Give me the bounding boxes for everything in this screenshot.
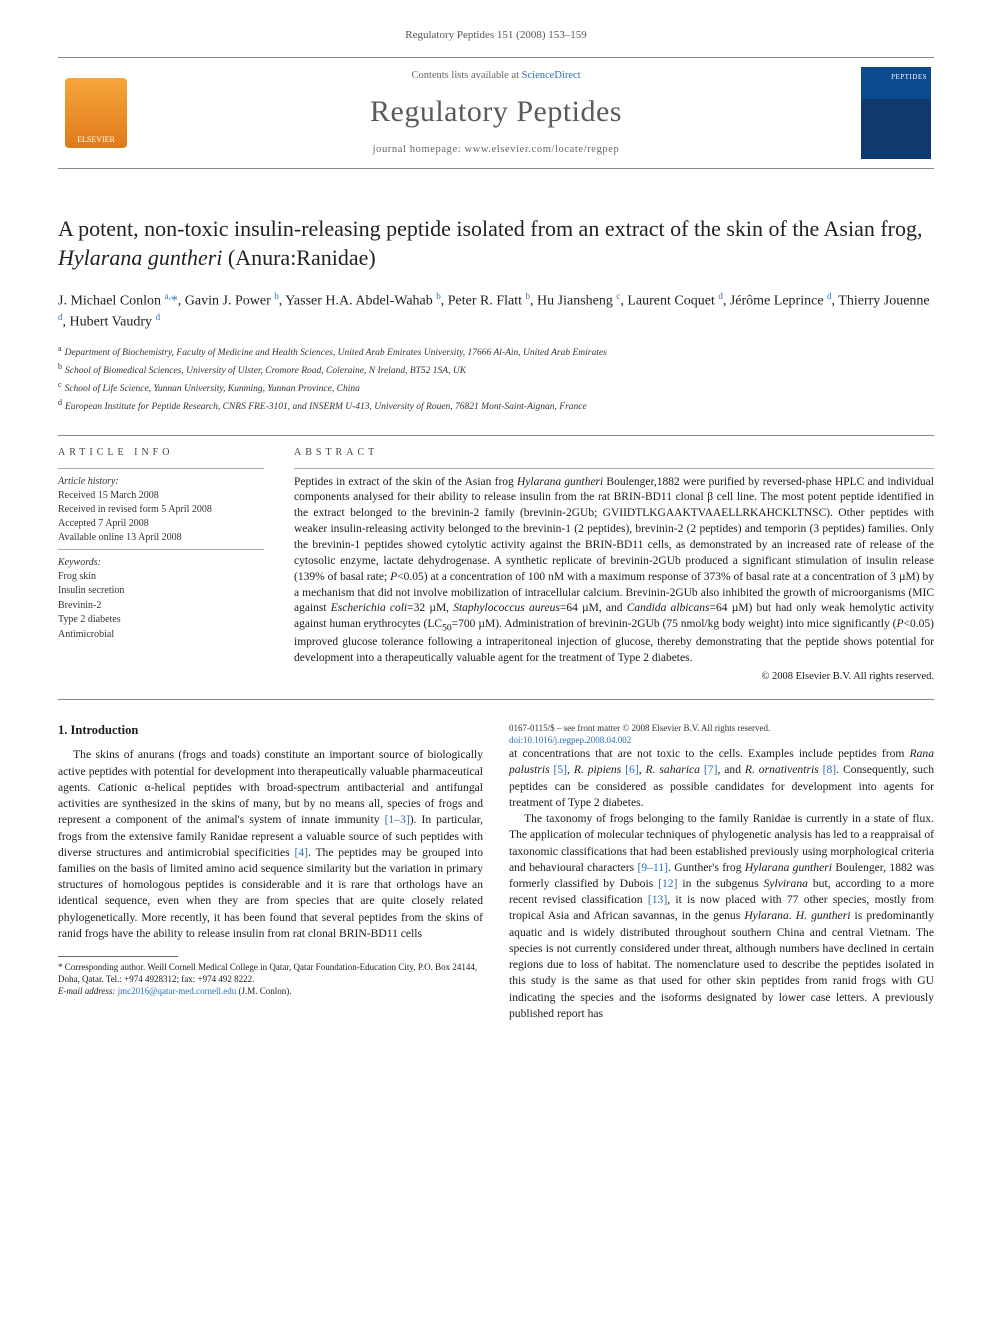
journal-cover-thumb	[858, 68, 934, 158]
front-matter-line: 0167-0115/$ – see front matter © 2008 El…	[509, 722, 934, 734]
abstract-copyright: © 2008 Elsevier B.V. All rights reserved…	[294, 670, 934, 684]
article-title: A potent, non-toxic insulin-releasing pe…	[58, 215, 934, 271]
publisher-logo: ELSEVIER	[58, 68, 134, 158]
journal-homepage: journal homepage: www.elsevier.com/locat…	[134, 143, 858, 158]
history-label: Article history:	[58, 475, 264, 489]
keyword: Antimicrobial	[58, 628, 264, 643]
history-received: Received 15 March 2008	[58, 489, 264, 503]
affiliation-d: dEuropean Institute for Peptide Research…	[58, 397, 934, 415]
history-online: Available online 13 April 2008	[58, 531, 264, 545]
cover-image-icon	[861, 67, 931, 159]
abstract-column: ABSTRACT Peptides in extract of the skin…	[294, 446, 934, 685]
corresponding-author-footnote: * Corresponding author. Weill Cornell Me…	[58, 961, 483, 985]
journal-masthead: ELSEVIER Contents lists available at Sci…	[58, 57, 934, 169]
divider	[58, 435, 934, 436]
affiliation-b: bSchool of Biomedical Sciences, Universi…	[58, 361, 934, 379]
sciencedirect-link[interactable]: ScienceDirect	[522, 70, 581, 81]
abstract-heading: ABSTRACT	[294, 446, 934, 460]
journal-title: Regulatory Peptides	[134, 91, 858, 133]
article-info-heading: ARTICLE INFO	[58, 446, 264, 460]
contents-available-line: Contents lists available at ScienceDirec…	[134, 69, 858, 84]
elsevier-tree-icon: ELSEVIER	[65, 78, 127, 148]
article-body: 1. Introduction The skins of anurans (fr…	[58, 722, 934, 1022]
article-info-column: ARTICLE INFO Article history: Received 1…	[58, 446, 264, 685]
footnote-rule	[58, 956, 178, 957]
affiliation-c: cSchool of Life Science, Yunnan Universi…	[58, 379, 934, 397]
doi-line: doi:10.1016/j.regpep.2008.04.002	[509, 734, 934, 746]
body-paragraph: The skins of anurans (frogs and toads) c…	[58, 747, 483, 942]
keywords-label: Keywords:	[58, 556, 264, 570]
history-accepted: Accepted 7 April 2008	[58, 517, 264, 531]
running-head: Regulatory Peptides 151 (2008) 153–159	[58, 28, 934, 43]
keyword: Frog skin	[58, 570, 264, 585]
affiliation-a: aDepartment of Biochemistry, Faculty of …	[58, 343, 934, 361]
keyword: Insulin secretion	[58, 584, 264, 599]
divider	[58, 699, 934, 700]
keyword: Brevinin-2	[58, 599, 264, 614]
body-paragraph: at concentrations that are not toxic to …	[509, 746, 934, 811]
email-owner: (J.M. Conlon).	[239, 986, 292, 996]
contents-prefix: Contents lists available at	[411, 70, 521, 81]
email-link[interactable]: jmc2016@qatar-med.cornell.edu	[118, 986, 237, 996]
email-footnote: E-mail address: jmc2016@qatar-med.cornel…	[58, 985, 483, 997]
email-label: E-mail address:	[58, 986, 115, 996]
body-paragraph: The taxonomy of frogs belonging to the f…	[509, 811, 934, 1022]
section-heading-introduction: 1. Introduction	[58, 722, 483, 740]
footer-block: 0167-0115/$ – see front matter © 2008 El…	[509, 722, 934, 746]
affiliations: aDepartment of Biochemistry, Faculty of …	[58, 343, 934, 415]
keyword: Type 2 diabetes	[58, 613, 264, 628]
history-revised: Received in revised form 5 April 2008	[58, 503, 264, 517]
abstract-text: Peptides in extract of the skin of the A…	[294, 475, 934, 667]
author-list: J. Michael Conlon a,*, Gavin J. Power b,…	[58, 290, 934, 333]
